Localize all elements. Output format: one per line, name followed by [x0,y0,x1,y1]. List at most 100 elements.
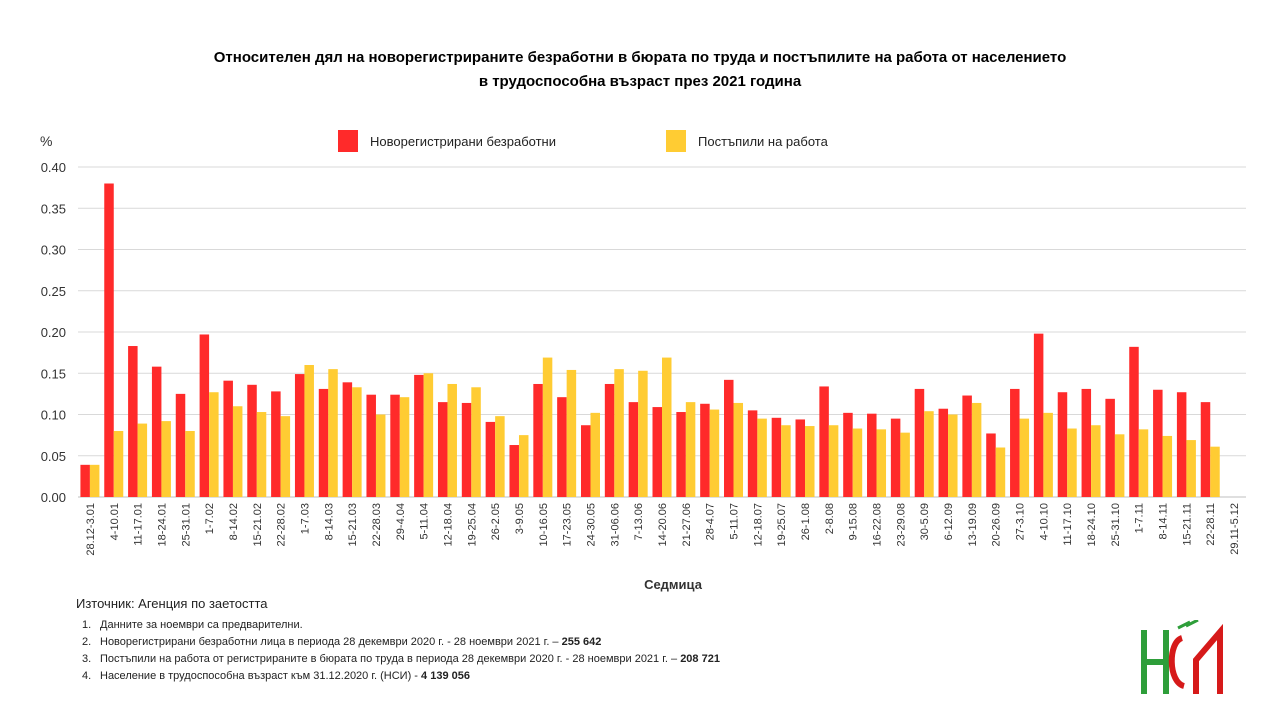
bar-started-work [566,369,577,497]
x-tick-label: 25-31.10 [1110,503,1122,546]
bar-started-work [709,409,720,497]
x-tick-label: 3-9.05 [514,503,526,534]
bar-new-unemployed [437,402,448,497]
x-tick-label: 4-10.01 [109,503,121,540]
bar-new-unemployed [771,417,782,497]
bar-new-unemployed [700,403,710,497]
bar-started-work [471,387,481,497]
legend-label-new-unemployed: Новорегистрирани безработни [370,133,556,149]
bar-started-work [590,412,600,497]
x-tick-label: 17-23.05 [562,503,574,546]
bar-started-work [1043,412,1053,497]
footnote-4: 4. Население в трудоспособна възраст към … [82,670,470,682]
x-tick-label: 28.12-3.01 [85,503,97,556]
y-tick-label: 0.25 [41,284,66,299]
bar-new-unemployed [1105,398,1115,497]
legend-item-started-work: Постъпили на работа [666,130,828,152]
x-tick-label: 6-12.09 [943,503,955,540]
bar-new-unemployed [390,394,400,497]
x-tick-label: 26-2.05 [490,503,502,540]
x-tick-label: 12-18.04 [442,503,454,546]
bar-new-unemployed [1010,388,1020,497]
bar-started-work [852,428,863,497]
bar-started-work [924,411,934,497]
bar-new-unemployed [104,183,114,497]
y-tick-label: 0.05 [41,449,66,464]
x-tick-label: 10-16.05 [538,503,550,546]
bar-new-unemployed [747,410,758,497]
bar-started-work [948,414,958,497]
bar-new-unemployed [223,380,233,497]
footnote-1: 1. Данните за ноември са предварителни. [82,619,303,631]
bar-started-work [280,416,291,497]
bar-new-unemployed [294,374,305,497]
chart-title-line-1: Относителен дял на новорегистрираните бе… [213,49,1067,66]
bar-new-unemployed [151,366,162,497]
bar-new-unemployed [724,379,734,497]
x-axis-title: Седмица [644,577,702,592]
bar-started-work [781,425,791,497]
y-tick-label: 0.30 [41,243,66,258]
x-tick-label: 8-14.03 [323,503,335,540]
bar-started-work [161,421,171,497]
y-tick-label: 0.35 [41,201,66,216]
bar-started-work [1019,418,1030,497]
bar-new-unemployed [1057,392,1068,497]
footnotes: 1. Данните за ноември са предварителни. 2… [82,617,720,685]
bar-started-work [423,373,434,497]
x-tick-label: 1-7.11 [1134,503,1146,533]
x-tick-label: 5-11.07 [729,503,741,540]
bar-started-work [518,435,529,497]
bar-new-unemployed [986,433,996,497]
bar-started-work [399,397,410,497]
bar-new-unemployed [461,402,472,497]
x-tick-label: 19-25.07 [776,503,788,546]
bar-started-work [733,402,744,497]
x-tick-label: 13-19.09 [967,503,979,546]
bar-started-work [375,414,386,497]
bar-started-work [495,416,505,497]
bar-started-work [328,369,338,497]
bar-started-work [1138,429,1149,497]
bar-started-work [232,406,243,497]
bar-new-unemployed [533,383,543,497]
bar-started-work [89,464,100,497]
x-tick-label: 25-31.01 [180,503,192,546]
x-tick-label: 4-10.10 [1038,503,1050,540]
x-tick-label: 18-24.10 [1086,503,1098,546]
bar-started-work [1162,435,1173,497]
x-tick-label: 22-28.02 [276,503,288,546]
x-tick-label: 18-24.01 [156,503,168,546]
x-tick-label: 1-7.02 [204,503,216,534]
x-tick-label: 7-13.06 [633,503,645,540]
x-tick-label: 21-27.06 [681,503,693,546]
x-tick-label: 15-21.03 [347,503,359,546]
chart-title: Относителен дял на новорегистрираните бе… [0,46,1280,94]
bar-new-unemployed [938,408,949,497]
x-tick-label: 19-25.04 [466,503,478,546]
footnote-2: 2. Новорегистрирани безработни лица в пер… [82,636,602,648]
x-tick-label: 29.11-5.12 [1229,503,1241,555]
x-tick-label: 14-20.06 [657,503,669,546]
bar-new-unemployed [557,397,567,497]
bar-new-unemployed [1176,392,1187,497]
x-tick-label: 22-28.11 [1205,503,1217,546]
bar-started-work [352,387,362,497]
bar-new-unemployed [80,464,90,497]
bar-started-work [1114,434,1125,497]
x-tick-label: 22-28.03 [371,503,383,546]
y-tick-label: 0.20 [41,325,66,340]
bar-new-unemployed [1153,389,1163,497]
x-tick-label: 30-5.09 [919,503,931,540]
bar-new-unemployed [366,394,376,497]
bar-started-work [1091,425,1101,497]
footnote-3: 3. Постъпили на работа от регистрираните … [82,653,720,665]
x-tick-label: 15-21.02 [252,503,264,546]
bar-started-work [685,402,696,497]
bar-started-work [662,357,672,497]
x-tick-label: 15-21.11 [1181,503,1193,546]
bar-new-unemployed [1033,333,1044,497]
y-tick-label: 0.40 [41,160,66,175]
y-tick-label: 0.10 [41,408,66,423]
